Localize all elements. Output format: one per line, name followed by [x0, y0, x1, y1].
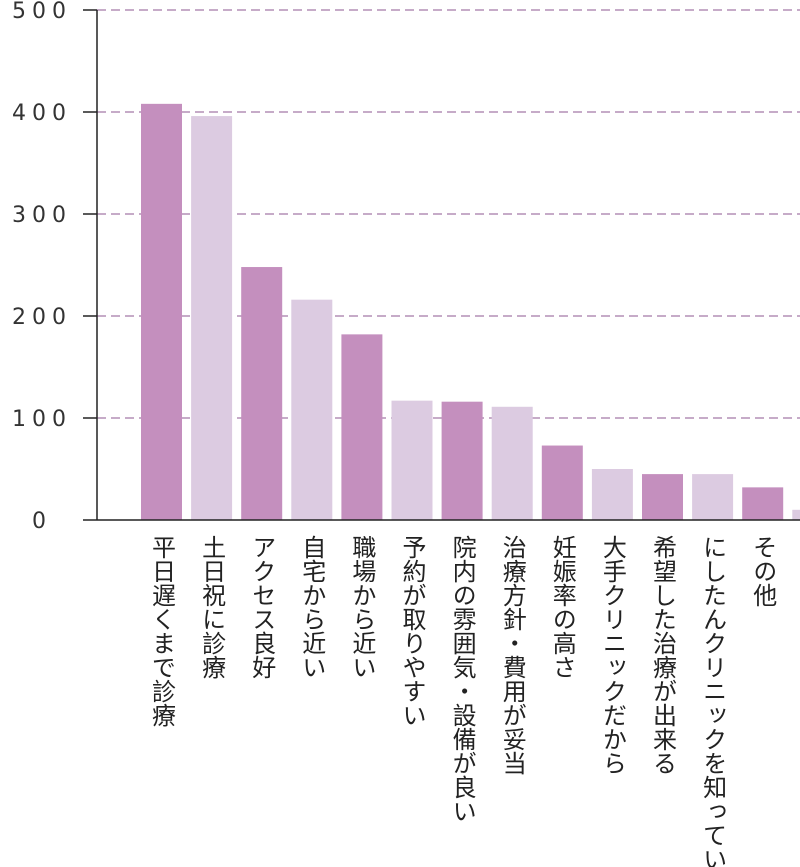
category-label-6: 院内の雰囲気・設備が良い: [448, 535, 476, 823]
bar-1: [191, 116, 233, 520]
bar-5: [391, 400, 433, 520]
y-tick-label-200: 200: [12, 305, 72, 330]
bar-8: [541, 445, 583, 520]
y-tick-label-300: 300: [12, 203, 72, 228]
category-label-7: 治療方針・費用が妥当: [498, 535, 526, 775]
axes: [83, 9, 800, 521]
category-label-10: 希望した治療が出来る: [649, 535, 677, 775]
category-label-0: 平日遅くまで診療: [148, 535, 176, 727]
bar-12: [742, 487, 784, 520]
y-tick-label-400: 400: [12, 101, 72, 126]
category-label-9: 大手クリニックだから: [598, 535, 626, 775]
bars: [141, 103, 800, 520]
category-label-12: その他: [749, 535, 777, 607]
bar-0: [141, 103, 182, 520]
category-label-4: 職場から近い: [348, 535, 376, 679]
bar-2: [241, 267, 283, 520]
y-tick-label-500: 500: [12, 0, 72, 24]
category-labels: 平日遅くまで診療 土日祝に診療 アクセス良好 自宅から近い 職場から近い 予約が取りやすい…: [148, 535, 777, 867]
bar-6: [441, 401, 483, 520]
bar-10: [642, 474, 683, 520]
bar-9: [591, 469, 633, 520]
category-label-3: 自宅から近い: [298, 535, 326, 679]
category-label-11: にしたんクリニックを知っていた: [699, 535, 727, 867]
bar-13: [792, 509, 800, 520]
y-tick-label-100: 100: [12, 407, 72, 432]
bar-7: [491, 406, 533, 520]
category-label-8: 妊娠率の高さ: [548, 535, 576, 679]
bar-4: [341, 334, 383, 520]
y-tick-label-0: 0: [32, 509, 52, 534]
category-label-5: 予約が取りやすい: [398, 535, 426, 727]
category-label-2: アクセス良好: [248, 535, 276, 679]
bar-11: [692, 474, 734, 520]
y-tick-labels: 0 100 200 300 400 500: [12, 0, 72, 534]
bar-3: [291, 299, 333, 520]
category-label-1: 土日祝に診療: [198, 535, 226, 679]
